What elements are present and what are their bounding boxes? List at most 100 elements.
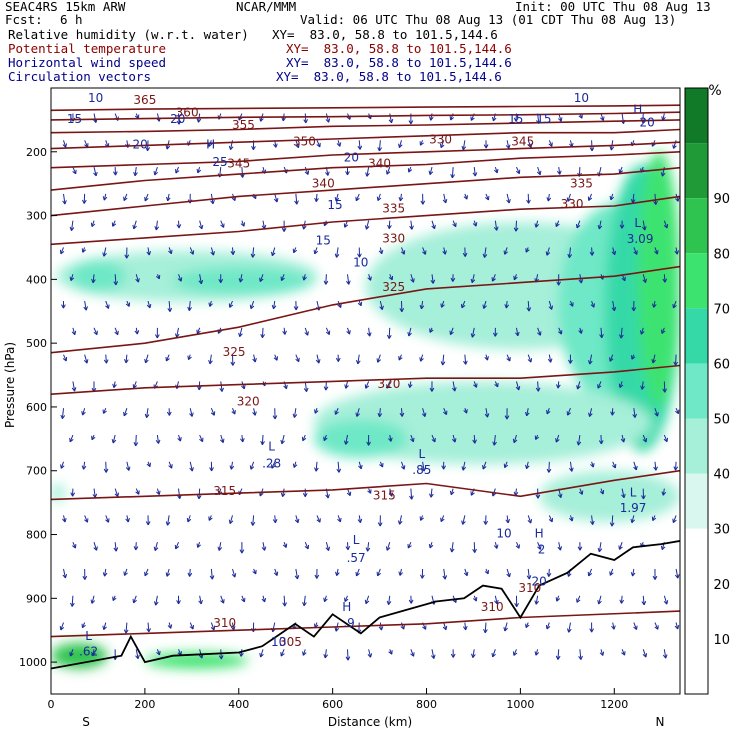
wind-vector — [464, 622, 467, 630]
wind-vector-head — [323, 386, 329, 391]
wind-vector-head — [555, 655, 561, 660]
wind-vector-head — [641, 495, 646, 500]
wind-vector-head — [566, 411, 571, 416]
wind-labels: 20 — [344, 150, 359, 164]
wind-vector-head — [259, 277, 264, 283]
wind-vector-head — [557, 546, 563, 551]
wind-vector-head — [252, 569, 257, 575]
wind-vector-head — [249, 304, 255, 310]
wind-vector-head — [463, 360, 468, 365]
wind-vector-head — [621, 276, 626, 282]
wind-vector — [261, 327, 264, 338]
wind-vector — [259, 274, 264, 282]
wind-vector-head — [430, 279, 436, 284]
extrema: L — [630, 485, 637, 499]
wind-vector-head — [578, 490, 584, 495]
wind-vector — [210, 622, 215, 631]
wind-vector — [232, 247, 234, 255]
wind-vector-head — [281, 227, 287, 232]
wind-vector — [155, 220, 158, 231]
y-tick-label: 700 — [26, 465, 47, 478]
wind-vector — [295, 354, 300, 362]
wind-vector — [72, 166, 77, 175]
wind-vector-head — [633, 250, 638, 255]
wind-vector — [325, 381, 327, 391]
theta-labels: 340 — [368, 157, 391, 171]
colorbar-segment — [685, 418, 708, 474]
wind-vector-head — [343, 223, 349, 228]
wind-vector — [335, 193, 339, 202]
wind-vector-head — [240, 222, 246, 227]
wind-labels: 10 — [353, 256, 368, 270]
wind-vector-head — [102, 572, 108, 577]
wind-vector-head — [482, 465, 487, 470]
rh-region — [313, 419, 408, 458]
theta-labels: 360 — [176, 106, 199, 120]
wind-vector — [621, 488, 625, 498]
wind-vector — [92, 274, 95, 283]
wind-vector — [61, 408, 65, 419]
colorbar-segment — [685, 143, 708, 199]
wind-vector — [389, 113, 393, 123]
wind-vector — [93, 327, 98, 335]
wind-vector-head — [355, 196, 360, 202]
wind-vector-head — [365, 172, 370, 177]
wind-vector-head — [653, 466, 658, 471]
wind-vector-head — [662, 388, 668, 393]
wind-vector — [399, 568, 402, 576]
wind-vector — [82, 408, 86, 416]
wind-vector-head — [611, 250, 617, 256]
wind-vector — [548, 300, 553, 310]
wind-vector-head — [208, 302, 213, 307]
wind-vector-head — [557, 117, 563, 122]
theta-labels: 325 — [382, 280, 405, 294]
wind-vector-head — [491, 652, 496, 658]
wind-vector-head — [419, 357, 424, 362]
wind-vector — [555, 434, 560, 443]
wind-vector-head — [189, 467, 194, 472]
wind-vector — [232, 408, 236, 415]
wind-vector-head — [112, 383, 117, 388]
wind-vector-head — [451, 387, 457, 392]
wind-vector-head — [316, 142, 321, 148]
wind-vector-head — [484, 413, 490, 418]
wind-vector-head — [422, 250, 427, 255]
wind-vector — [462, 140, 466, 150]
wind-vector-head — [409, 495, 414, 500]
legend-wind: Horizontal wind speed — [8, 55, 167, 70]
wind-vector — [471, 327, 475, 338]
wind-vector-head — [407, 331, 412, 337]
wind-vector-head — [379, 305, 384, 310]
wind-vector — [63, 193, 66, 205]
wind-vector — [589, 408, 593, 417]
wind-vector — [103, 622, 107, 630]
wind-vector-head — [114, 492, 120, 497]
wind-vector-head — [168, 249, 173, 255]
wind-vector — [304, 166, 309, 175]
wind-vector — [547, 193, 550, 202]
wind-vector-head — [261, 597, 267, 603]
wind-vector — [410, 649, 415, 657]
wind-vector-head — [134, 330, 140, 335]
wind-vector-head — [548, 142, 553, 147]
wind-vector-head — [611, 463, 617, 469]
wind-vector-head — [123, 411, 128, 417]
wind-vector-head — [72, 169, 77, 175]
extrema: 20 — [640, 115, 655, 129]
wind-vector-head — [548, 517, 554, 523]
wind-vector-head — [388, 650, 393, 655]
wind-vector-head — [177, 437, 182, 442]
wind-vector-head — [71, 387, 77, 392]
wind-vector-head — [346, 280, 351, 285]
wind-vector — [126, 461, 130, 471]
rh-region — [173, 266, 314, 296]
wind-vector-head — [156, 490, 161, 495]
wind-labels: 15 — [67, 112, 82, 126]
wind-vector — [337, 140, 341, 147]
wind-vector — [527, 515, 532, 524]
wind-vector — [451, 167, 454, 178]
wind-vector — [633, 247, 638, 255]
wind-vector — [280, 649, 285, 657]
extrema: L — [268, 439, 275, 453]
wind-vector-head — [672, 518, 677, 524]
